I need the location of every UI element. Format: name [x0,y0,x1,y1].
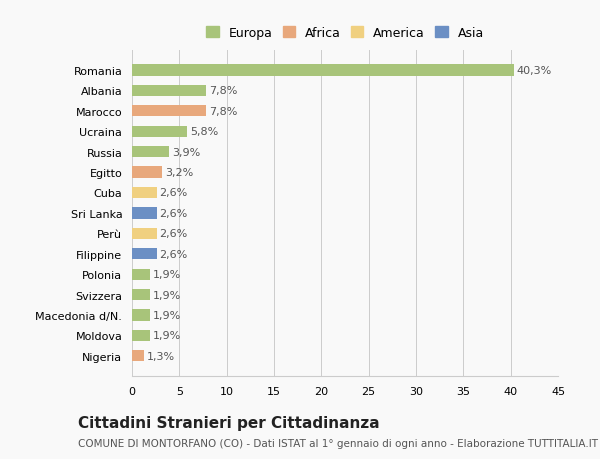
Text: 1,3%: 1,3% [147,351,175,361]
Bar [132,65,514,77]
Bar [132,208,157,219]
Text: 2,6%: 2,6% [160,249,188,259]
Bar [132,228,157,240]
Text: 2,6%: 2,6% [160,188,188,198]
Text: 2,6%: 2,6% [160,229,188,239]
Bar [132,106,206,117]
Bar [132,147,169,158]
Text: 1,9%: 1,9% [153,269,181,280]
Text: 40,3%: 40,3% [517,66,551,76]
Bar [132,249,157,260]
Text: 1,9%: 1,9% [153,310,181,320]
Text: 2,6%: 2,6% [160,208,188,218]
Legend: Europa, Africa, America, Asia: Europa, Africa, America, Asia [203,24,487,42]
Bar [132,187,157,199]
Text: 1,9%: 1,9% [153,330,181,341]
Bar [132,350,145,362]
Text: 3,2%: 3,2% [165,168,193,178]
Text: 7,8%: 7,8% [209,106,237,117]
Text: 5,8%: 5,8% [190,127,218,137]
Bar [132,310,150,321]
Text: 3,9%: 3,9% [172,147,200,157]
Bar [132,167,162,178]
Text: 7,8%: 7,8% [209,86,237,96]
Text: COMUNE DI MONTORFANO (CO) - Dati ISTAT al 1° gennaio di ogni anno - Elaborazione: COMUNE DI MONTORFANO (CO) - Dati ISTAT a… [78,438,598,448]
Text: Cittadini Stranieri per Cittadinanza: Cittadini Stranieri per Cittadinanza [78,415,380,431]
Text: 1,9%: 1,9% [153,290,181,300]
Bar [132,126,187,138]
Bar [132,289,150,301]
Bar [132,330,150,341]
Bar [132,86,206,97]
Bar [132,269,150,280]
